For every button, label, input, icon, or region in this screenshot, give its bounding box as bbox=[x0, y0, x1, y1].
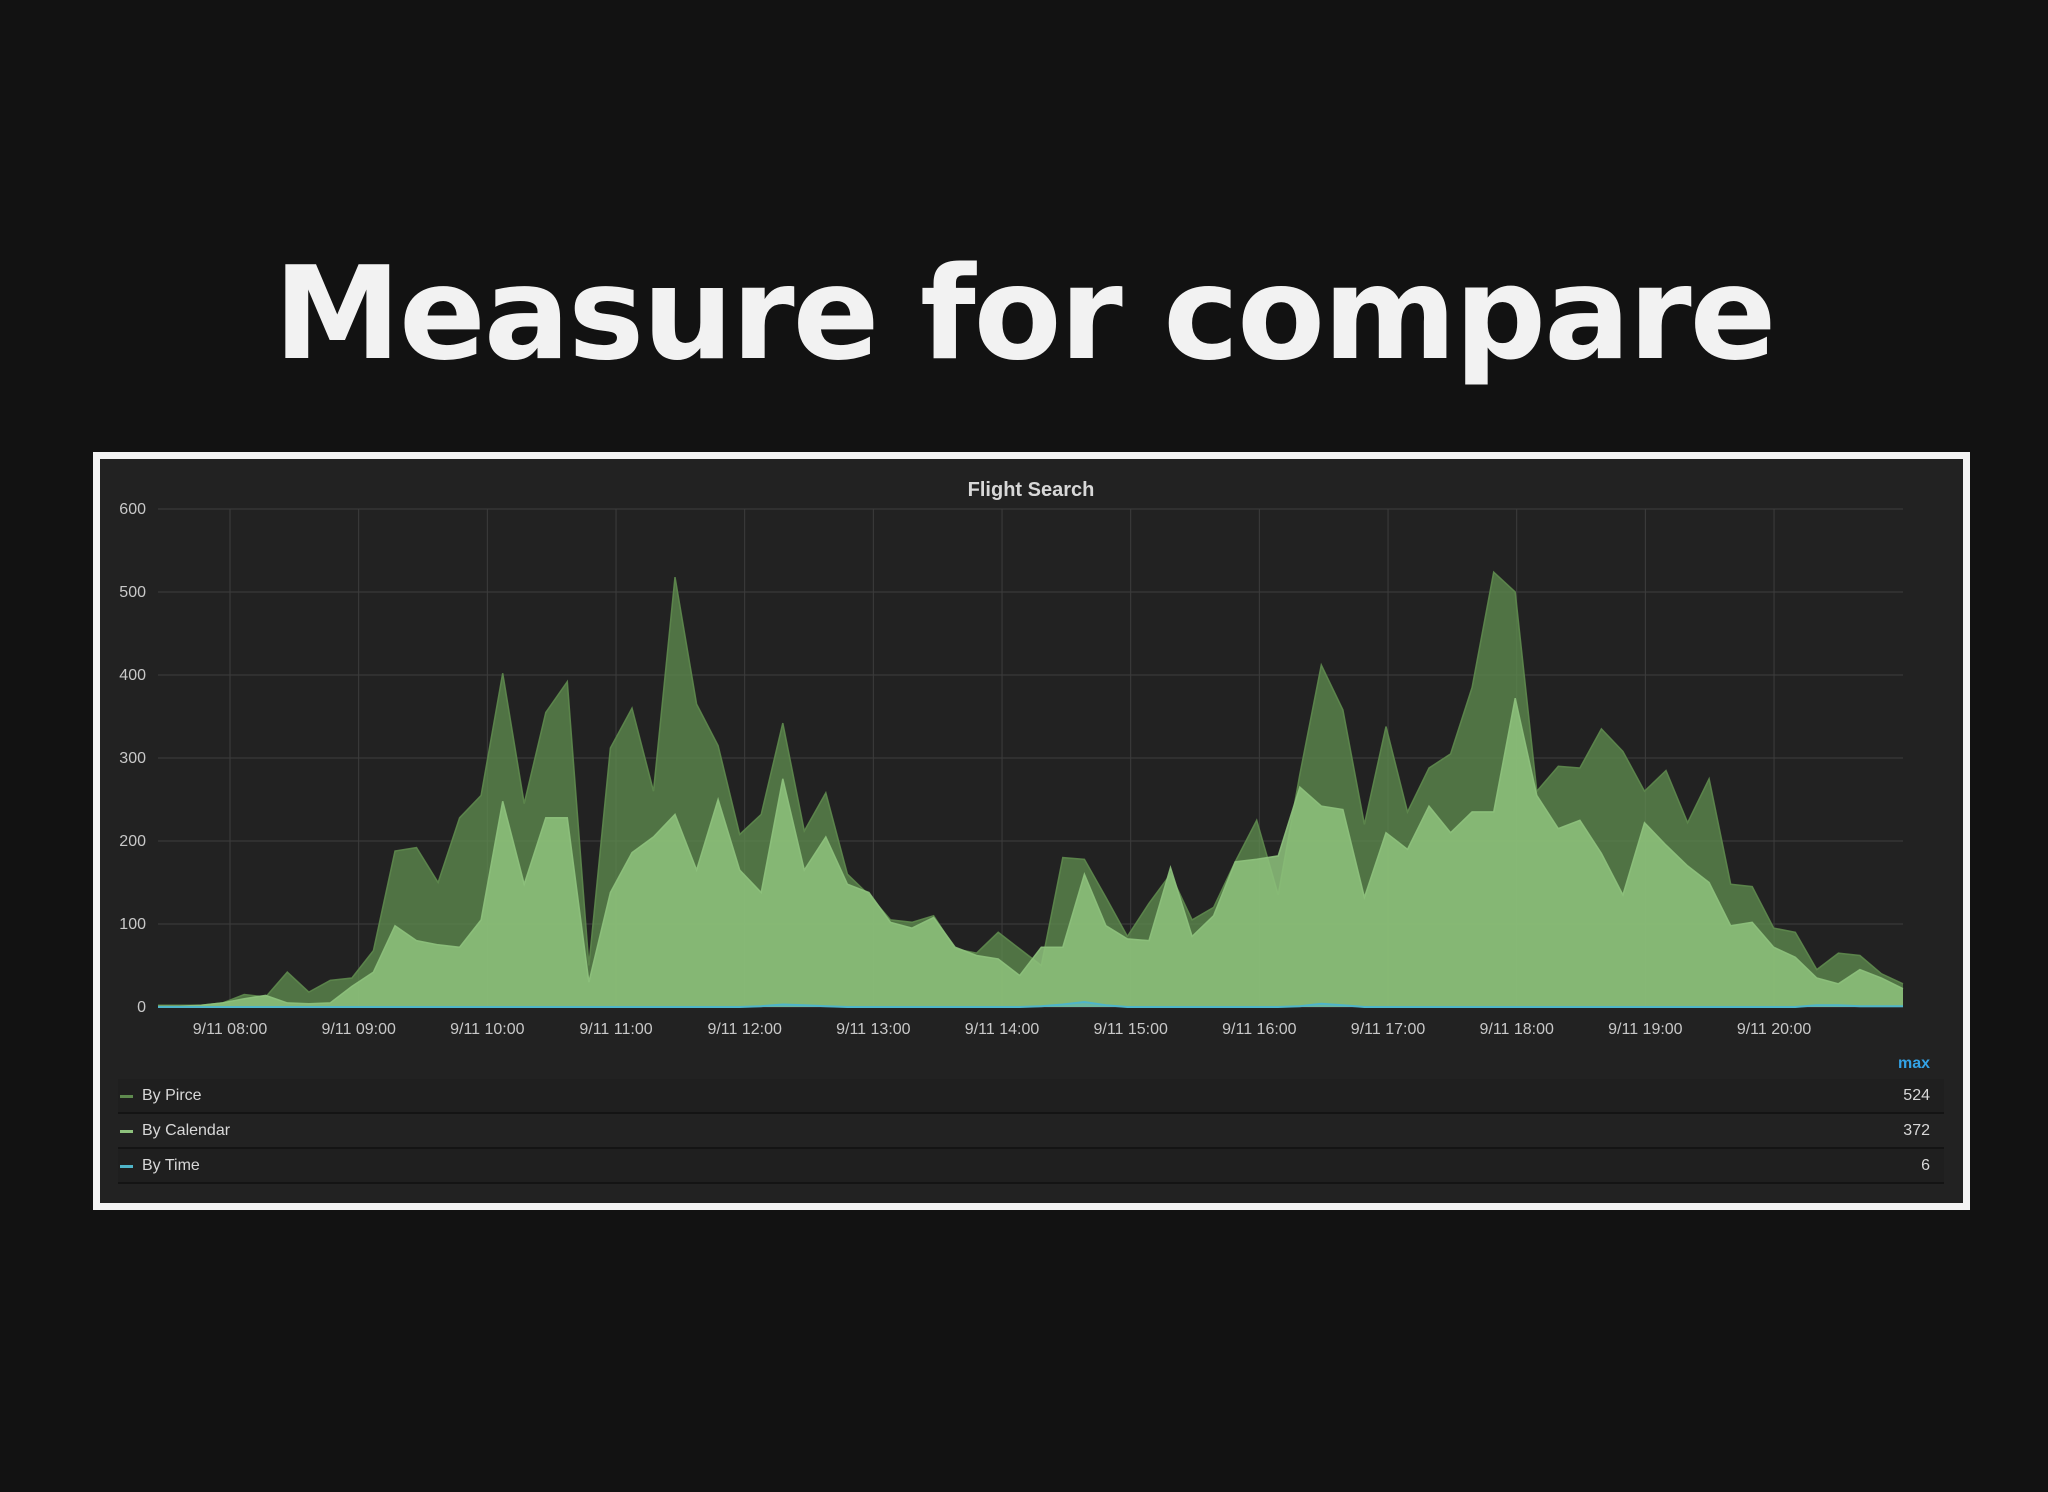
legend-series-name[interactable]: By Pirce bbox=[142, 1087, 202, 1104]
y-axis: 0 100 200 300 400 500 600 bbox=[119, 501, 146, 1016]
y-tick-label: 200 bbox=[119, 833, 146, 850]
x-axis: 9/11 08:00 9/11 09:00 9/11 10:00 9/11 11:00… bbox=[193, 1021, 1812, 1038]
x-tick-label: 9/11 17:00 bbox=[1351, 1021, 1426, 1038]
series-areas bbox=[158, 570, 1904, 1008]
legend-row-by-calendar[interactable]: By Calendar 372 bbox=[118, 1114, 1944, 1149]
y-tick-label: 500 bbox=[119, 584, 146, 601]
x-tick-label: 9/11 11:00 bbox=[579, 1021, 652, 1038]
y-tick-label: 100 bbox=[119, 916, 146, 933]
slide-title: Measure for compare bbox=[273, 240, 1777, 389]
legend-max-header[interactable]: max bbox=[1897, 1055, 1930, 1072]
x-tick-label: 9/11 15:00 bbox=[1093, 1021, 1168, 1038]
legend-series-name[interactable]: By Calendar bbox=[142, 1122, 231, 1139]
legend: max By Pirce 524 By Calendar 372 By Time… bbox=[118, 1049, 1944, 1184]
series-area-by-calendar bbox=[158, 698, 1903, 1007]
y-tick-label: 600 bbox=[119, 501, 146, 518]
series-line-by-calendar bbox=[158, 698, 1904, 1007]
legend-max-value: 6 bbox=[1921, 1157, 1930, 1174]
legend-swatch bbox=[120, 1130, 133, 1133]
legend-series-name[interactable]: By Time bbox=[142, 1157, 200, 1174]
flight-search-chart: Flight Search 0 100 200 300 400 500 600 9/11 0… bbox=[119, 479, 1904, 1038]
y-tick-label: 300 bbox=[119, 750, 146, 767]
chart-title: Flight Search bbox=[968, 479, 1095, 501]
legend-max-value: 524 bbox=[1903, 1087, 1930, 1104]
chart-panel: Flight Search 0 100 200 300 400 500 600 9/11 0… bbox=[100, 459, 1963, 1203]
x-tick-label: 9/11 16:00 bbox=[1222, 1021, 1297, 1038]
legend-max-value: 372 bbox=[1903, 1122, 1930, 1139]
x-tick-label: 9/11 08:00 bbox=[193, 1021, 268, 1038]
y-tick-label: 0 bbox=[137, 999, 146, 1016]
series-line-by-time bbox=[158, 1000, 1903, 1008]
legend-swatch bbox=[120, 1165, 133, 1168]
chart-panel-frame: Flight Search 0 100 200 300 400 500 600 9/11 0… bbox=[93, 452, 1970, 1210]
y-tick-label: 400 bbox=[119, 667, 146, 684]
legend-row-by-time[interactable]: By Time 6 bbox=[118, 1149, 1944, 1184]
x-tick-label: 9/11 20:00 bbox=[1737, 1021, 1812, 1038]
legend-swatch bbox=[120, 1095, 133, 1098]
series-line-by-pirce bbox=[158, 570, 1904, 1007]
x-tick-label: 9/11 09:00 bbox=[321, 1021, 396, 1038]
x-tick-label: 9/11 12:00 bbox=[707, 1021, 782, 1038]
x-tick-label: 9/11 13:00 bbox=[836, 1021, 911, 1038]
x-tick-label: 9/11 14:00 bbox=[965, 1021, 1040, 1038]
x-tick-label: 9/11 18:00 bbox=[1479, 1021, 1554, 1038]
x-tick-label: 9/11 19:00 bbox=[1608, 1021, 1683, 1038]
x-tick-label: 9/11 10:00 bbox=[450, 1021, 525, 1038]
legend-row-by-pirce[interactable]: By Pirce 524 bbox=[118, 1079, 1944, 1114]
